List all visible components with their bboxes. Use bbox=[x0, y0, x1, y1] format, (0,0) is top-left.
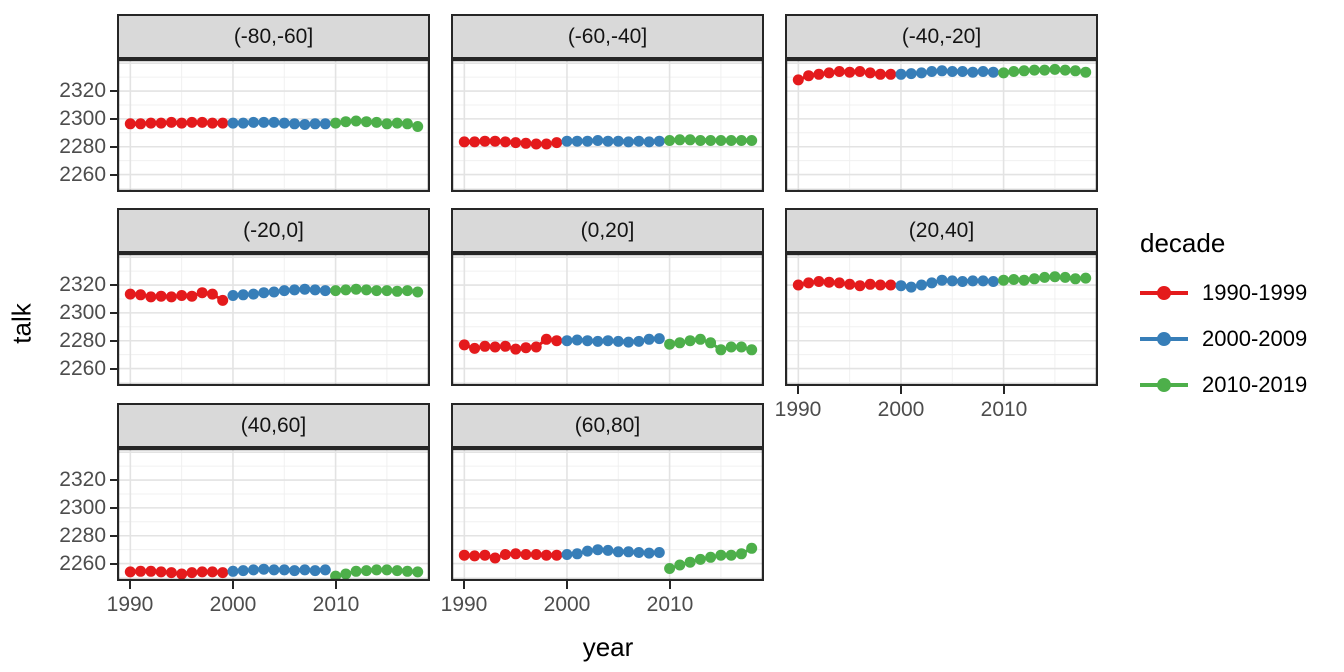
facet-panel bbox=[117, 59, 430, 192]
x-tick-mark bbox=[900, 386, 902, 394]
legend-key-icon bbox=[1140, 286, 1188, 300]
facet-strip-label: (0,20] bbox=[580, 218, 635, 242]
facet-strip: (20,40] bbox=[785, 208, 1098, 253]
y-tick-label: 2260 bbox=[59, 357, 106, 380]
y-tick-mark bbox=[110, 284, 117, 286]
x-tick-mark bbox=[797, 386, 799, 394]
x-tick-mark bbox=[566, 581, 568, 589]
x-tick-label: 2010 bbox=[980, 398, 1028, 421]
facet-strip: (-40,-20] bbox=[785, 14, 1098, 59]
y-tick-label: 2300 bbox=[59, 496, 106, 519]
facet-strip: (-60,-40] bbox=[451, 14, 764, 59]
facet-panel bbox=[451, 448, 764, 581]
legend-key-icon bbox=[1140, 378, 1188, 392]
x-tick-mark bbox=[669, 581, 671, 589]
y-tick-label: 2320 bbox=[59, 79, 106, 102]
facet-panel bbox=[451, 59, 764, 192]
legend-entry: 2010-2019 bbox=[1138, 369, 1307, 401]
x-tick-mark bbox=[232, 581, 234, 589]
y-tick-label: 2320 bbox=[59, 468, 106, 491]
legend-key-icon bbox=[1140, 332, 1188, 346]
x-tick-label: 2000 bbox=[877, 398, 925, 421]
x-tick-label: 2010 bbox=[312, 593, 360, 616]
facet-strip: (60,80] bbox=[451, 403, 764, 448]
y-tick-mark bbox=[110, 174, 117, 176]
facet-strip-label: (20,40] bbox=[908, 218, 975, 242]
facet-strip-label: (-40,-20] bbox=[901, 24, 982, 48]
facet-strip-label: (40,60] bbox=[240, 413, 307, 437]
y-tick-label: 2280 bbox=[59, 329, 106, 352]
y-tick-mark bbox=[110, 535, 117, 537]
legend-title: decade bbox=[1140, 228, 1226, 258]
legend-entry-label: 2000-2009 bbox=[1202, 326, 1308, 351]
y-tick-mark bbox=[110, 118, 117, 120]
x-tick-label: 1990 bbox=[440, 593, 488, 616]
facet-panel bbox=[451, 253, 764, 386]
y-tick-label: 2260 bbox=[59, 163, 106, 186]
y-tick-mark bbox=[110, 340, 117, 342]
x-tick-label: 1990 bbox=[106, 593, 154, 616]
y-tick-mark bbox=[110, 479, 117, 481]
y-tick-label: 2300 bbox=[59, 107, 106, 130]
legend-entry-label: 1990-1999 bbox=[1202, 280, 1308, 305]
y-tick-label: 2280 bbox=[59, 135, 106, 158]
x-tick-label: 1990 bbox=[774, 398, 822, 421]
y-tick-label: 2260 bbox=[59, 552, 106, 575]
y-tick-mark bbox=[110, 312, 117, 314]
x-axis-title: year bbox=[582, 632, 634, 662]
legend: decade 1990-1999 2000-2009 2010-2019 bbox=[1138, 228, 1307, 415]
x-tick-mark bbox=[463, 581, 465, 589]
facet-panel bbox=[117, 448, 430, 581]
facet-strip: (-20,0] bbox=[117, 208, 430, 253]
facet-strip-label: (-80,-60] bbox=[233, 24, 314, 48]
legend-entry: 1990-1999 bbox=[1138, 277, 1307, 309]
facet-strip-label: (60,80] bbox=[574, 413, 641, 437]
facet-strip-label: (-60,-40] bbox=[567, 24, 648, 48]
facet-strip: (0,20] bbox=[451, 208, 764, 253]
y-tick-mark bbox=[110, 563, 117, 565]
facet-strip: (40,60] bbox=[117, 403, 430, 448]
y-tick-mark bbox=[110, 507, 117, 509]
facet-strip-label: (-20,0] bbox=[243, 218, 304, 242]
legend-entry: 2000-2009 bbox=[1138, 323, 1307, 355]
legend-entry-label: 2010-2019 bbox=[1202, 372, 1308, 397]
facet-strip: (-80,-60] bbox=[117, 14, 430, 59]
x-tick-label: 2010 bbox=[646, 593, 694, 616]
y-tick-mark bbox=[110, 146, 117, 148]
x-tick-mark bbox=[129, 581, 131, 589]
y-tick-label: 2280 bbox=[59, 524, 106, 547]
y-tick-label: 2320 bbox=[59, 273, 106, 296]
y-tick-mark bbox=[110, 368, 117, 370]
facet-panel bbox=[785, 253, 1098, 386]
x-tick-mark bbox=[335, 581, 337, 589]
facet-panel bbox=[117, 253, 430, 386]
x-tick-mark bbox=[1003, 386, 1005, 394]
y-tick-label: 2300 bbox=[59, 301, 106, 324]
x-tick-label: 2000 bbox=[209, 593, 257, 616]
x-tick-label: 2000 bbox=[543, 593, 591, 616]
facet-panel bbox=[785, 59, 1098, 192]
y-tick-mark bbox=[110, 90, 117, 92]
